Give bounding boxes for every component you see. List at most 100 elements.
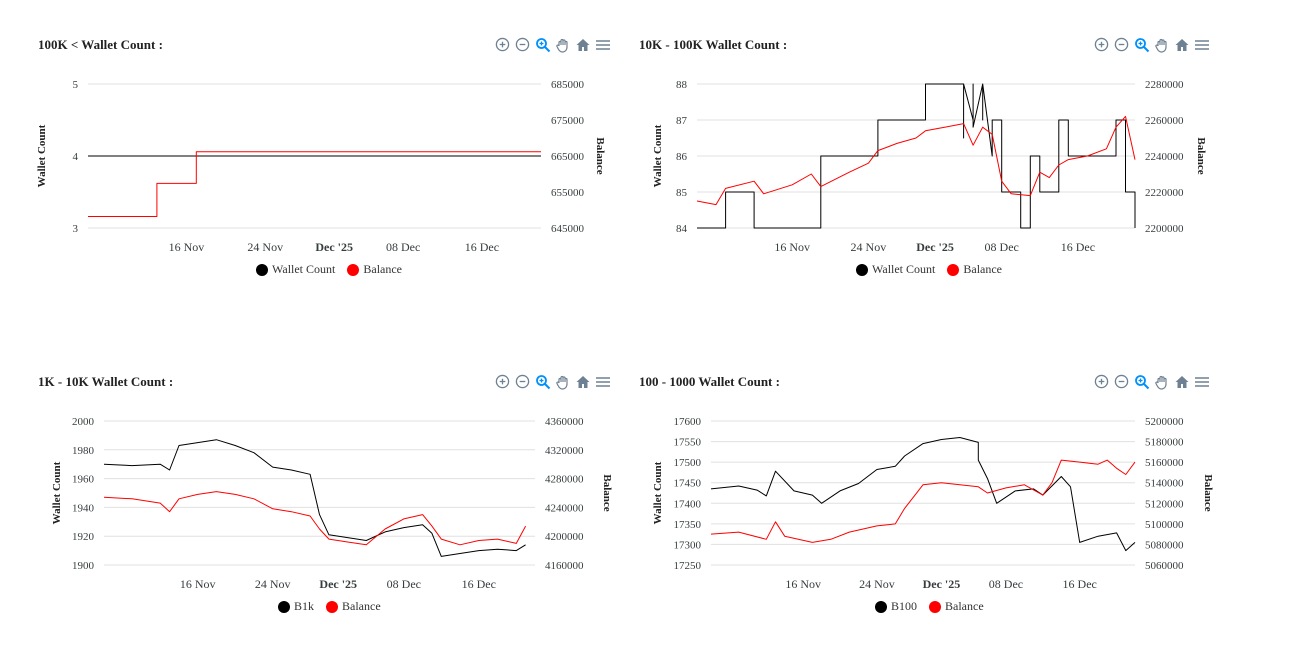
y-right-tick-label: 675000 bbox=[551, 115, 585, 127]
y-right-tick-label: 5100000 bbox=[1145, 519, 1184, 531]
legend-item-balance[interactable]: Balance bbox=[326, 599, 381, 614]
y-left-axis-title: Wallet Count bbox=[51, 461, 63, 524]
y-right-tick-label: 685000 bbox=[551, 79, 585, 91]
x-tick-label: Dec '25 bbox=[916, 240, 954, 254]
legend-item-b1k[interactable]: B1k bbox=[278, 599, 314, 614]
y-right-tick-label: 5180000 bbox=[1145, 437, 1184, 449]
y-left-tick-label: 17550 bbox=[674, 437, 702, 449]
y-right-tick-label: 5160000 bbox=[1145, 457, 1184, 469]
menu-hamburger-icon[interactable] bbox=[1193, 373, 1210, 390]
menu-hamburger-icon[interactable] bbox=[594, 373, 611, 390]
x-tick-label: Dec '25 bbox=[315, 240, 353, 254]
y-left-tick-label: 17500 bbox=[674, 457, 702, 469]
legend-marker-icon bbox=[947, 263, 960, 276]
y-right-axis-title: Balance bbox=[1195, 137, 1207, 174]
x-tick-label: 16 Dec bbox=[1063, 577, 1097, 591]
y-right-tick-label: 2200000 bbox=[1145, 223, 1184, 235]
y-right-tick-label: 645000 bbox=[551, 223, 585, 235]
x-tick-label: 16 Dec bbox=[465, 240, 499, 254]
legend-item-wallet-count[interactable]: Wallet Count bbox=[256, 262, 335, 277]
menu-hamburger-icon[interactable] bbox=[1193, 36, 1210, 53]
y-left-tick-label: 2000 bbox=[72, 416, 95, 428]
chart-plot: 5 4 3 685000 675000 665000 655000 645000 Wallet … bbox=[36, 79, 606, 254]
y-left-tick-label: 1900 bbox=[72, 560, 95, 572]
menu-hamburger-icon[interactable] bbox=[594, 36, 611, 53]
zoom-out-icon[interactable] bbox=[1113, 36, 1130, 53]
chart-toolbar bbox=[494, 36, 611, 53]
y-left-tick-label: 1980 bbox=[72, 445, 95, 457]
zoom-in-icon[interactable] bbox=[1093, 36, 1110, 53]
zoom-out-icon[interactable] bbox=[514, 36, 531, 53]
series-line-balance bbox=[696, 115, 1136, 206]
pan-hand-icon[interactable] bbox=[554, 36, 571, 53]
legend-item-balance[interactable]: Balance bbox=[347, 262, 402, 277]
x-tick-label: 08 Dec bbox=[386, 240, 420, 254]
chart-legend: B1k Balance bbox=[278, 599, 381, 614]
y-left-axis-title: Wallet Count bbox=[36, 124, 48, 187]
selection-zoom-icon[interactable] bbox=[534, 36, 551, 53]
chart-title: 1K - 10K Wallet Count : bbox=[38, 374, 174, 389]
pan-hand-icon[interactable] bbox=[1153, 36, 1170, 53]
y-right-tick-label: 2220000 bbox=[1145, 187, 1184, 199]
chart-panel-2: 10K - 100K Wallet Count : 88 87 86 85 84 2280… bbox=[601, 0, 1209, 290]
home-reset-icon[interactable] bbox=[574, 36, 591, 53]
y-right-tick-label: 4320000 bbox=[545, 445, 584, 457]
selection-zoom-icon[interactable] bbox=[1133, 36, 1150, 53]
series-line-balance bbox=[103, 491, 527, 546]
y-right-tick-label: 5200000 bbox=[1145, 416, 1184, 428]
y-right-tick-label: 5140000 bbox=[1145, 478, 1184, 490]
chart-title: 10K - 100K Wallet Count : bbox=[639, 37, 788, 52]
chart-legend: Wallet Count Balance bbox=[256, 262, 402, 277]
home-reset-icon[interactable] bbox=[1173, 36, 1190, 53]
legend-label: B100 bbox=[891, 599, 918, 613]
home-reset-icon[interactable] bbox=[574, 373, 591, 390]
zoom-in-icon[interactable] bbox=[1093, 373, 1110, 390]
y-left-tick-label: 1920 bbox=[72, 531, 95, 543]
x-tick-label: 24 Nov bbox=[859, 577, 895, 591]
chart-toolbar bbox=[494, 373, 611, 390]
x-tick-label: Dec '25 bbox=[319, 577, 357, 591]
y-right-tick-label: 4240000 bbox=[545, 502, 584, 514]
y-right-tick-label: 5060000 bbox=[1145, 560, 1184, 572]
legend-label: Wallet Count bbox=[872, 262, 936, 276]
legend-marker-icon bbox=[347, 263, 360, 276]
legend-item-wallet-count[interactable]: Wallet Count bbox=[856, 262, 935, 277]
selection-zoom-icon[interactable] bbox=[1133, 373, 1150, 390]
home-reset-icon[interactable] bbox=[1173, 373, 1190, 390]
y-right-tick-label: 4160000 bbox=[545, 560, 584, 572]
y-left-tick-label: 1960 bbox=[72, 474, 95, 486]
y-left-tick-label: 17600 bbox=[674, 416, 702, 428]
legend-item-b100[interactable]: B100 bbox=[875, 599, 917, 614]
y-right-tick-label: 655000 bbox=[551, 187, 585, 199]
y-left-tick-label: 85 bbox=[676, 187, 688, 199]
legend-item-balance[interactable]: Balance bbox=[929, 599, 984, 614]
x-tick-label: 16 Nov bbox=[785, 577, 821, 591]
y-right-axis-title: Balance bbox=[1202, 474, 1214, 511]
y-right-axis-title: Balance bbox=[601, 474, 613, 511]
legend-label: Balance bbox=[963, 262, 1003, 276]
zoom-in-icon[interactable] bbox=[494, 373, 511, 390]
zoom-out-icon[interactable] bbox=[1113, 373, 1130, 390]
y-left-axis-title: Wallet Count bbox=[652, 461, 664, 524]
y-left-tick-label: 4 bbox=[73, 151, 79, 163]
legend-marker-icon bbox=[326, 600, 339, 613]
selection-zoom-icon[interactable] bbox=[534, 373, 551, 390]
legend-label: Balance bbox=[342, 599, 381, 613]
chart-plot: 2000 1980 1960 1940 1920 1900 4360000 4320000 42… bbox=[51, 416, 613, 591]
legend-label: Wallet Count bbox=[272, 262, 336, 276]
pan-hand-icon[interactable] bbox=[1153, 373, 1170, 390]
chart-panel-4: 100 - 1000 Wallet Count : 17600 17550 1750… bbox=[601, 337, 1214, 627]
legend-marker-icon bbox=[256, 263, 268, 276]
pan-hand-icon[interactable] bbox=[554, 373, 571, 390]
y-right-tick-label: 2240000 bbox=[1145, 151, 1184, 163]
y-right-tick-label: 2260000 bbox=[1145, 115, 1184, 127]
y-right-tick-label: 665000 bbox=[551, 151, 585, 163]
y-left-tick-label: 5 bbox=[73, 79, 79, 91]
zoom-in-icon[interactable] bbox=[494, 36, 511, 53]
chart-panel-3: 1K - 10K Wallet Count : 2000 1980 1960 1940… bbox=[0, 337, 613, 627]
legend-label: B1k bbox=[294, 599, 315, 613]
legend-item-balance[interactable]: Balance bbox=[947, 262, 1002, 277]
y-left-tick-label: 17400 bbox=[674, 498, 702, 510]
x-tick-label: 16 Dec bbox=[1061, 240, 1095, 254]
zoom-out-icon[interactable] bbox=[514, 373, 531, 390]
